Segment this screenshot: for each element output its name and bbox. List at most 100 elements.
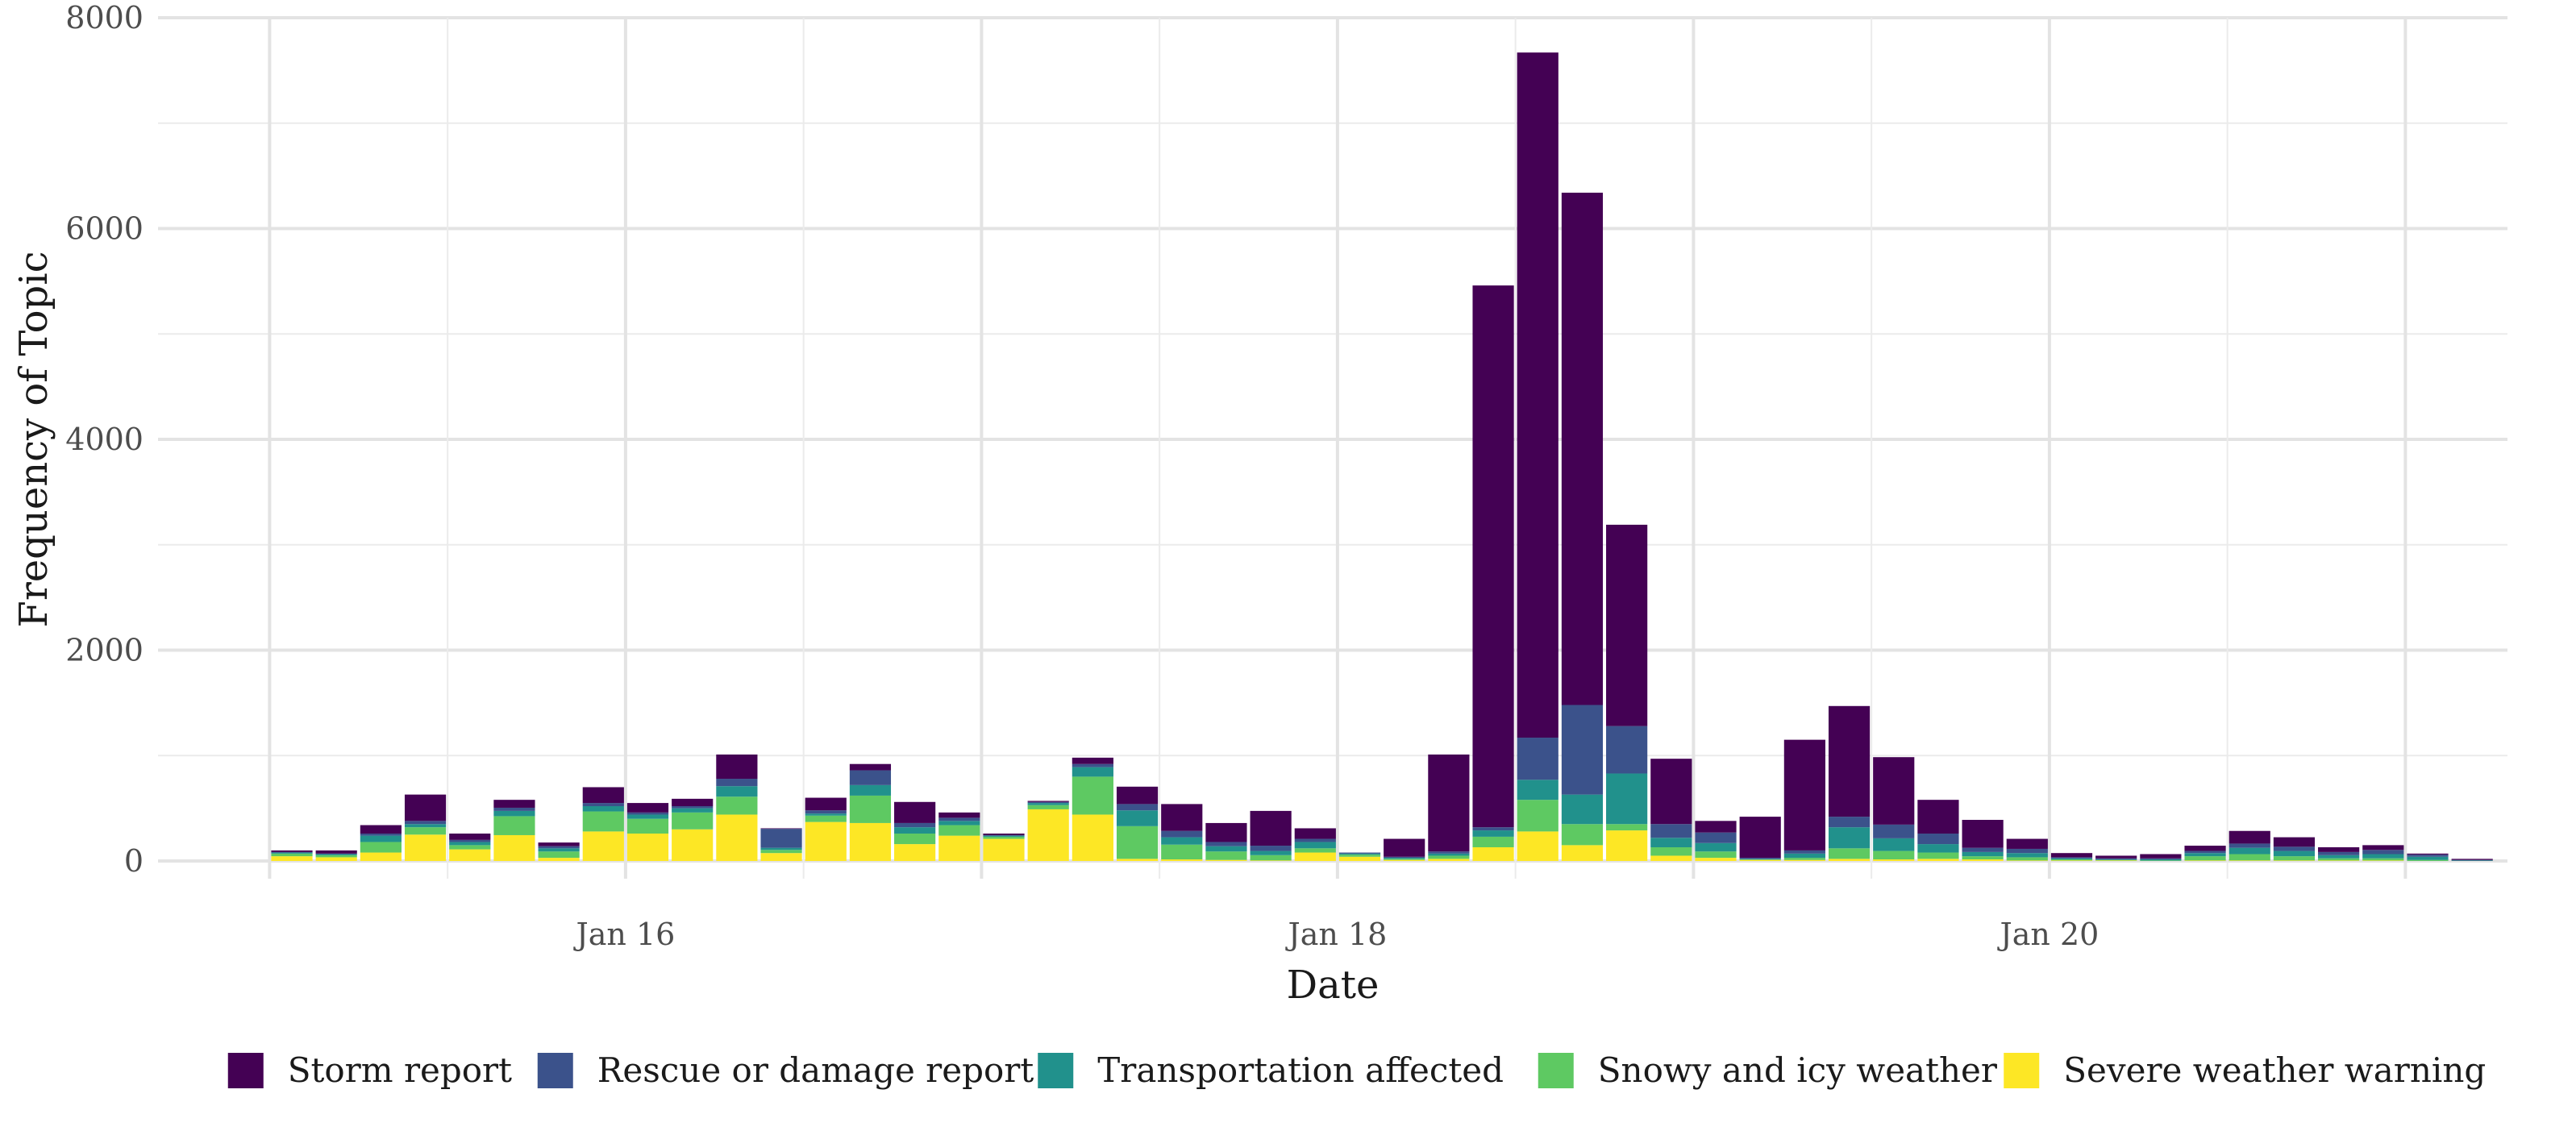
bar-segment	[1116, 825, 1159, 859]
bar-segment	[2006, 860, 2048, 861]
bar-segment	[716, 796, 758, 815]
bar-segment	[1027, 803, 1069, 805]
bar-segment	[1027, 801, 1069, 804]
x-tick-label: Jan 18	[1285, 917, 1388, 952]
bar-segment	[1517, 800, 1559, 832]
bar-segment	[1606, 726, 1648, 774]
bar-segment	[1250, 846, 1292, 851]
bar-segment	[538, 848, 580, 852]
bar-segment	[2050, 860, 2093, 861]
bar-segment	[983, 838, 1025, 861]
bar-segment	[1828, 859, 1871, 861]
bar-segment	[983, 834, 1025, 836]
bar-segment	[449, 839, 491, 842]
y-tick-label: 6000	[65, 211, 144, 247]
bar-segment	[2362, 858, 2404, 861]
bar-segment	[271, 851, 313, 853]
bar-segment	[805, 821, 847, 861]
bar-segment	[1783, 858, 1825, 860]
bar-segment	[1027, 809, 1069, 861]
bar-segment	[271, 853, 313, 857]
bar-segment	[983, 834, 1025, 835]
bar-segment	[1650, 847, 1692, 856]
bar-segment	[1250, 850, 1292, 855]
bar-segment	[894, 801, 936, 823]
bar-segment	[1739, 817, 1781, 859]
x-tick-label: Jan 20	[1997, 917, 2100, 952]
bar-segment	[2006, 857, 2048, 861]
bar-segment	[2006, 838, 2048, 849]
bar-segment	[2229, 860, 2270, 861]
bar-segment	[1294, 828, 1336, 839]
bar-segment	[1338, 855, 1381, 857]
bar-segment	[1428, 851, 1470, 854]
bar-segment	[2318, 851, 2360, 855]
bar-segment	[626, 814, 669, 819]
bar-segment	[849, 770, 892, 785]
bar-segment	[1384, 858, 1425, 859]
bar-segment	[404, 821, 447, 825]
bar-segment	[582, 803, 624, 807]
bar-segment	[1384, 859, 1425, 861]
bar-segment	[1072, 763, 1113, 767]
bar-segment	[2095, 859, 2137, 860]
legend-label: Transportation affected	[1097, 1050, 1504, 1090]
bar-segment	[1116, 859, 1159, 861]
bar-segment	[315, 857, 357, 861]
bar-segment	[1962, 847, 2004, 852]
bar-segment	[2451, 859, 2493, 861]
bar-segment	[582, 811, 624, 832]
bar-segment	[894, 844, 936, 861]
bar-segment	[1472, 285, 1514, 828]
bar-segment	[449, 849, 491, 861]
bar-segment	[1561, 824, 1604, 846]
bar-segment	[1873, 824, 1915, 838]
bar-segment	[271, 852, 313, 854]
bar-segment	[1428, 859, 1470, 861]
bar-segment	[849, 784, 892, 796]
bar-segment	[626, 803, 669, 813]
bar-segment	[716, 754, 758, 780]
bar-segment	[672, 829, 714, 861]
bar-segment	[2318, 847, 2360, 852]
bar-segment	[2273, 850, 2316, 857]
bar-segment	[1294, 842, 1336, 849]
bar-segment	[2095, 860, 2137, 861]
bar-segment	[1161, 844, 1203, 860]
bar-segment	[849, 822, 892, 861]
bar-segment	[449, 842, 491, 846]
bar-segment	[582, 831, 624, 861]
bar-segment	[1472, 827, 1514, 831]
bar-segment	[360, 852, 402, 861]
bar-segment	[1338, 852, 1381, 854]
bar-segment	[1561, 705, 1604, 795]
bar-segment	[1739, 859, 1781, 861]
bar-segment	[315, 853, 357, 855]
y-tick-label: 0	[124, 843, 144, 879]
bar-segment	[1205, 822, 1247, 842]
y-axis-title: Frequency of Topic	[11, 252, 56, 628]
bar-segment	[1250, 860, 1292, 861]
legend-swatch	[537, 1053, 573, 1088]
bar-segment	[2184, 856, 2226, 861]
bar-segment	[493, 807, 535, 811]
x-tick-label: Jan 16	[573, 917, 676, 952]
bar-segment	[805, 810, 847, 814]
bar-segment	[2407, 853, 2449, 855]
bar-segment	[805, 797, 847, 811]
bar-segment	[1606, 773, 1648, 825]
bar-segment	[493, 800, 535, 808]
bar-segment	[1338, 856, 1381, 861]
bar-segment	[1873, 838, 1915, 851]
bar-segment	[493, 810, 535, 817]
bar-segment	[894, 827, 936, 834]
bar-segment	[672, 808, 714, 813]
bar-segment	[626, 812, 669, 815]
bar-segment	[1917, 834, 1959, 845]
bar-segment	[1962, 851, 2004, 857]
bar-segment	[1962, 859, 2004, 861]
bar-segment	[2050, 853, 2093, 858]
bar-segment	[1384, 856, 1425, 859]
bar-segment	[672, 812, 714, 830]
bar-segment	[760, 853, 802, 861]
